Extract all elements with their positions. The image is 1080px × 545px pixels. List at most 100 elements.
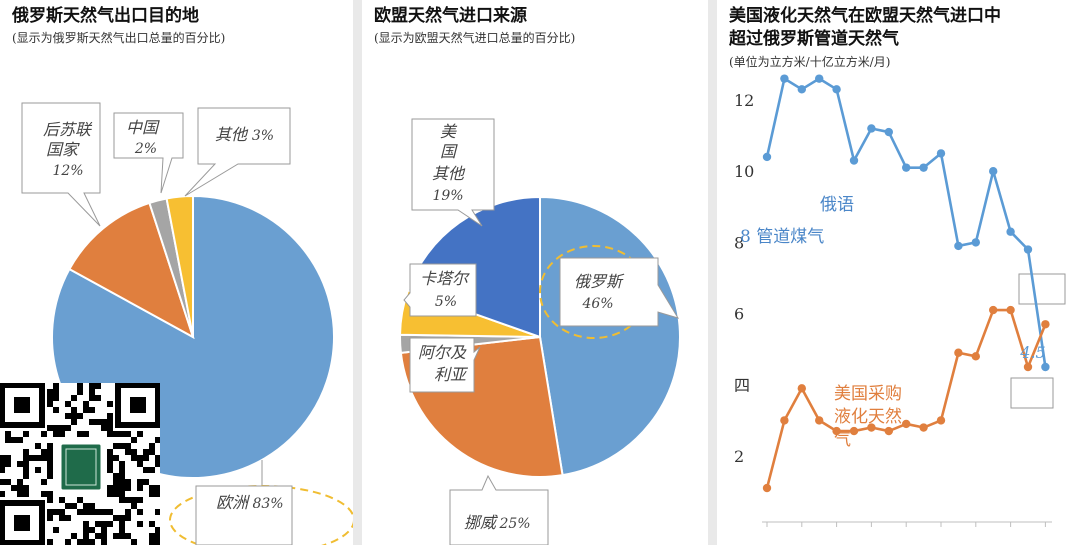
series-point-1 [815, 416, 824, 425]
qr-cell [77, 497, 83, 503]
qr-cell [149, 485, 155, 491]
callout-china [113, 112, 184, 194]
series-point-1 [884, 426, 893, 436]
pie2-slice-0 [539, 195, 681, 477]
qr-cell [0, 467, 5, 473]
qr-cell [101, 521, 107, 527]
panel-eu-import: 欧盟天然气进口来源 (显示为欧盟天然气进口总量的百分比) 美 国 其他 19% … [362, 0, 708, 545]
qr-cell [59, 431, 65, 437]
series-point-0 [1006, 227, 1015, 236]
qr-cell [5, 431, 11, 437]
qr-cell [83, 527, 89, 533]
qr-cell [137, 479, 143, 485]
qr-cell [0, 461, 5, 467]
label-us-1: 美 [440, 122, 458, 141]
panel2-subtitle: (显示为欧盟天然气进口总量的百分比) [374, 31, 576, 45]
qr-cell [23, 473, 29, 479]
qr-cell [23, 449, 29, 455]
series-point-0 [884, 127, 893, 137]
qr-cell [71, 413, 77, 419]
qr-cell [155, 491, 161, 497]
qr-cell [155, 461, 161, 467]
qr-cell [65, 413, 71, 419]
qr-cell [107, 467, 113, 473]
qr-cell [125, 449, 131, 455]
qr-cell [95, 395, 101, 401]
qr-cell [95, 509, 101, 515]
qr-cell [137, 431, 143, 437]
panel-russia-export: 俄罗斯天然气出口目的地 (显示为俄罗斯天然气出口总量的百分比) 后苏联 国家 1… [0, 0, 353, 545]
label-china-pct: 2% [134, 141, 157, 157]
qr-cell [143, 455, 149, 461]
line-chart: 12 10 8 6 四 2 4.5 俄语 8 管道煤气 美国采购 液化天然 气 [734, 74, 1066, 527]
qr-cell [95, 533, 101, 539]
qr-cell [107, 461, 113, 467]
label-europe-pct: 83% [252, 496, 283, 512]
qr-cell [23, 461, 29, 467]
qr-cell [131, 449, 137, 455]
qr-cell [95, 521, 101, 527]
qr-cell [107, 419, 113, 425]
qr-cell [125, 479, 131, 485]
qr-cell [89, 395, 95, 401]
series-label-russia-2: 8 管道煤气 [740, 227, 824, 247]
qr-cell [107, 521, 113, 527]
callout-russia [559, 257, 680, 327]
series-point-0 [902, 163, 911, 172]
qr-cell [131, 455, 137, 461]
qr-cell [119, 485, 125, 491]
qr-cell [83, 407, 89, 413]
callout-qatar [403, 263, 477, 317]
qr-cell [131, 437, 137, 443]
qr-cell [71, 395, 77, 401]
panel3-title-line1: 美国液化天然气在欧盟天然气进口中 [729, 6, 1001, 26]
qr-cell [119, 491, 125, 497]
qr-cell [53, 383, 59, 389]
series-point-1 [1023, 362, 1033, 372]
series-point-0 [989, 167, 998, 176]
series-point-1 [797, 384, 806, 393]
qr-cell [101, 527, 107, 533]
series-label-us-2: 液化天然 [834, 407, 902, 427]
label-post-soviet-2: 国家 [46, 140, 80, 159]
qr-cell [113, 443, 119, 449]
qr-cell [107, 455, 113, 461]
qr-cell [77, 389, 83, 395]
qr-cell [107, 431, 113, 437]
series-point-0 [1023, 245, 1033, 254]
series-point-0 [1041, 362, 1050, 372]
series-label-russia-1: 俄语 [820, 195, 854, 215]
qr-cell [23, 467, 29, 473]
qr-cell [119, 443, 125, 449]
qr-cell [149, 449, 155, 455]
callout-us-other [411, 118, 495, 227]
qr-cell [119, 527, 125, 533]
series-point-1 [780, 416, 789, 425]
qr-cell [149, 491, 155, 497]
qr-cell [155, 527, 161, 533]
qr-cell [41, 449, 47, 455]
label-post-soviet-pct: 12% [52, 163, 83, 179]
label-qatar-pct: 5% [435, 294, 457, 310]
qr-cell [83, 503, 89, 509]
qr-cell [149, 467, 155, 473]
qr-cell [107, 509, 113, 515]
label-qatar-name: 卡塔尔 [420, 269, 470, 288]
qr-cell [47, 515, 53, 521]
label-us-pct: 19% [432, 188, 463, 204]
callout-europe [195, 485, 293, 545]
qr-cell [137, 485, 143, 491]
series-point-0 [797, 85, 806, 94]
qr-cell [71, 503, 77, 509]
qr-cell [155, 437, 161, 443]
qr-cell [23, 491, 29, 497]
qr-cell [119, 461, 125, 467]
qr-cell [47, 401, 53, 407]
qr-cell [119, 467, 125, 473]
qr-cell [71, 407, 77, 413]
qr-cell [41, 491, 47, 497]
qr-cell [47, 497, 53, 503]
qr-cell [59, 425, 65, 431]
label-norway-name: 挪威 [464, 513, 498, 532]
qr-cell [113, 479, 119, 485]
